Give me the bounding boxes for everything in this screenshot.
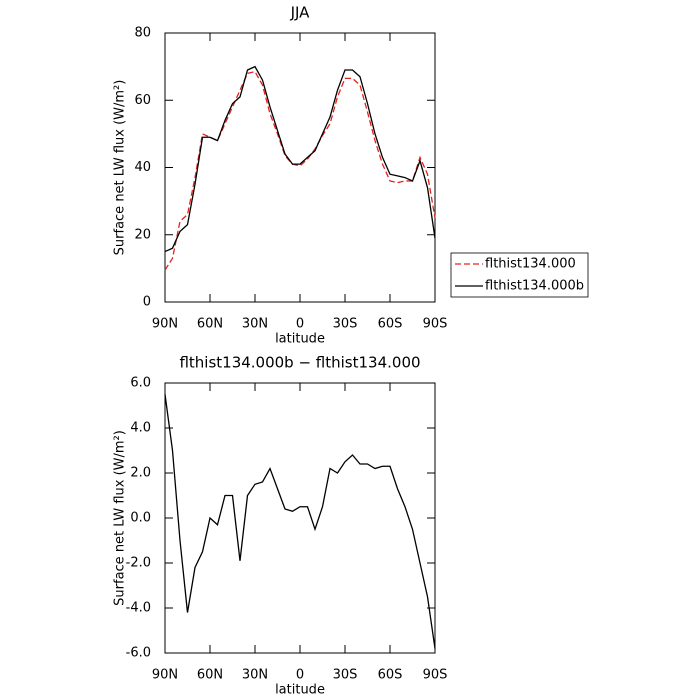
x-tick-label: 0 [296,317,304,332]
y-tick-label: 60 [134,93,151,108]
x-tick-label: 90S [423,317,448,332]
y-tick-label: 40 [134,160,151,175]
y-tick-label: -2.0 [126,556,151,571]
y-tick-label: -4.0 [126,601,151,616]
data-line [164,65,436,253]
x-tick-label: 30S [333,668,358,683]
y-tick-label: 4.0 [130,421,151,436]
chart-title: JJA [290,4,311,22]
data-line [164,394,436,649]
y-tick-label: -6.0 [126,646,151,661]
y-tick-label: 0 [143,295,151,310]
y-axis-label: Surface net LW flux (W/m²) [113,430,128,606]
legend-label: flthist134.000b [485,279,584,294]
x-tick-label: 90N [152,668,178,683]
x-tick-label: 90S [423,668,448,683]
x-tick-label: 60N [197,668,223,683]
x-tick-label: 90N [152,317,178,332]
chart-title: flthist134.000b − flthist134.000 [179,354,420,372]
legend-label: flthist134.000 [485,257,576,272]
x-tick-label: 0 [296,668,304,683]
x-tick-label: 60N [197,317,223,332]
data-line [164,70,436,271]
y-tick-label: 0.0 [130,511,151,526]
x-tick-label: 30N [242,317,268,332]
y-tick-label: 2.0 [130,466,151,481]
x-tick-label: 60S [378,668,403,683]
y-axis-label: Surface net LW flux (W/m²) [113,80,128,256]
plot-frame [164,32,436,303]
x-tick-label: 60S [378,317,403,332]
x-tick-label: 30S [333,317,358,332]
plot-frame [164,382,436,654]
legend-frame [450,252,589,298]
y-tick-label: 20 [134,227,151,242]
y-tick-label: 6.0 [130,376,151,391]
x-tick-label: 30N [242,668,268,683]
x-axis-label: latitude [275,332,325,347]
y-tick-label: 80 [134,26,151,41]
x-axis-label: latitude [275,683,325,698]
